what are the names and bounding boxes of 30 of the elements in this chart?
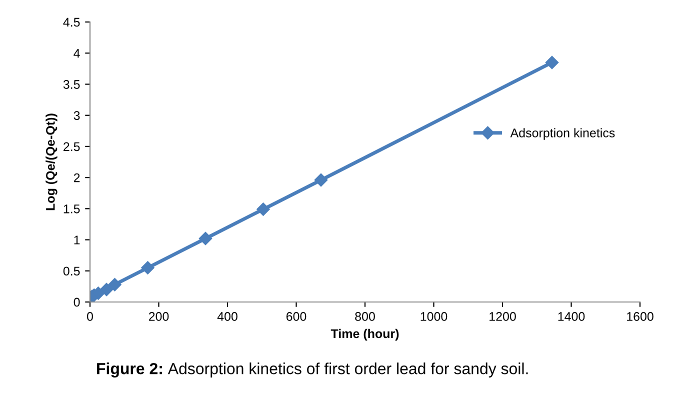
x-tick-label: 400: [217, 312, 238, 321]
y-tick-label: 0.5: [63, 266, 80, 276]
point: [314, 173, 328, 187]
x-tick-label: 800: [355, 312, 375, 321]
y-tick-label: 0: [74, 298, 80, 307]
x-tick-label: 0: [87, 312, 93, 321]
point: [100, 282, 114, 296]
y-tick-label: 1: [74, 236, 80, 244]
point: [108, 278, 122, 292]
x-tick-label: 1400: [558, 312, 585, 321]
x-axis-title: Time (hour): [330, 328, 399, 341]
x-tick-label: 1000: [420, 312, 448, 321]
y-tick-label: 2.5: [64, 142, 80, 152]
x-tick-label: 1200: [490, 312, 516, 321]
x-tick-label: 1600: [627, 312, 654, 321]
caption: Figure 2: Adsorption kinetics of first order lead for sandy soil.: [97, 362, 528, 378]
y-tick-label: 3: [74, 111, 80, 120]
y-tick-label: 1.5: [64, 204, 80, 214]
y-tick-label: 3.5: [63, 80, 80, 89]
point: [141, 261, 154, 274]
x-tick-label: 600: [286, 312, 306, 321]
point: [198, 232, 212, 246]
legend-label: Adsorption kinetics: [510, 128, 615, 140]
point: [545, 56, 559, 70]
x-tick-label: 200: [148, 312, 169, 321]
y-tick-label: 4: [74, 49, 80, 58]
point: [256, 202, 270, 216]
y-tick-label: 4.5: [63, 18, 80, 27]
y-tick-label: 2: [74, 173, 80, 182]
y-axis-title: Log (Qe/(Qe-Qt)): [46, 114, 58, 210]
